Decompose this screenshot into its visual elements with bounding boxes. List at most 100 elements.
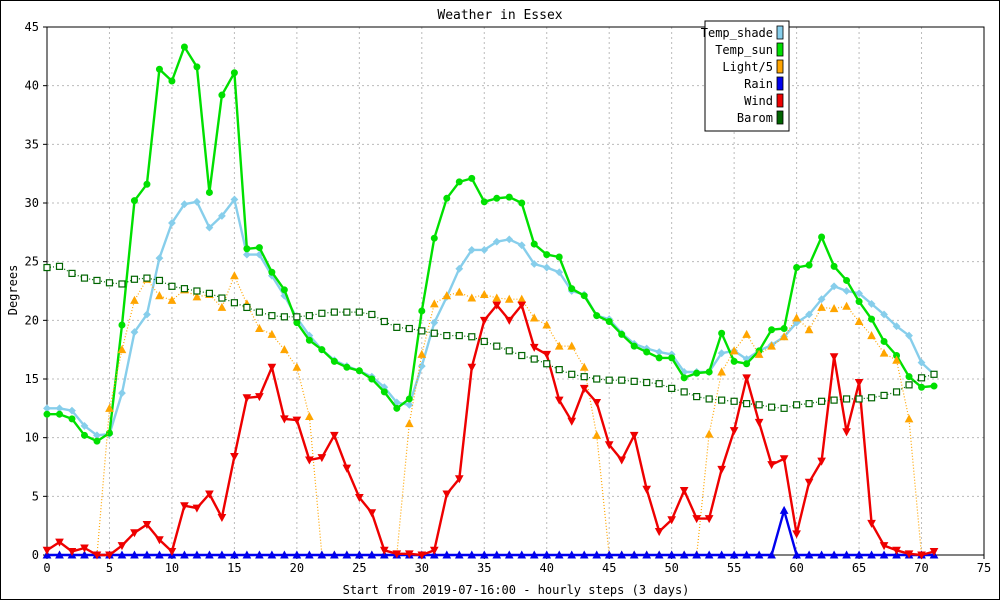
x-tick-label: 15 [227,561,241,575]
temp-sun-point [469,175,475,181]
barom-point [744,401,750,407]
y-tick-label: 25 [25,255,39,269]
barom-point [906,382,912,388]
x-tick-label: 0 [43,561,50,575]
legend: Temp_shadeTemp_sunLight/5RainWindBarom [701,21,789,131]
y-tick-label: 30 [25,196,39,210]
x-tick-label: 55 [727,561,741,575]
temp-sun-point [656,355,662,361]
temp-sun-point [769,327,775,333]
temp-sun-point [819,234,825,240]
temp-sun-point [444,195,450,201]
barom-point [94,277,100,283]
temp-sun-point [206,189,212,195]
temp-sun-point [219,92,225,98]
x-tick-label: 50 [664,561,678,575]
x-tick-label: 65 [852,561,866,575]
temp-sun-point [906,374,912,380]
barom-point [356,309,362,315]
temp-sun-point [406,396,412,402]
barom-point [81,275,87,281]
chart-frame: Weather in Essex Start from 2019-07-16:0… [0,0,1000,600]
barom-point [306,313,312,319]
x-tick-label: 45 [602,561,616,575]
temp-sun-point [581,293,587,299]
temp-sun-point [169,78,175,84]
barom-point [256,309,262,315]
x-tick-label: 10 [165,561,179,575]
x-tick-label: 30 [415,561,429,575]
temp-sun-point [306,337,312,343]
barom-point [894,389,900,395]
temp-sun-point [231,70,237,76]
barom-point [494,343,500,349]
temp-sun-point [56,411,62,417]
temp-sun-point [494,195,500,201]
legend-label-rain: Rain [744,77,773,91]
x-tick-label: 70 [914,561,928,575]
barom-point [769,404,775,410]
legend-label-temp-sun: Temp_sun [715,43,773,57]
y-tick-label: 40 [25,79,39,93]
barom-point [44,265,50,271]
barom-point [544,361,550,367]
legend-label-temp-shade: Temp_shade [701,26,773,40]
temp-sun-point [456,179,462,185]
legend-swatch-temp-sun [777,43,783,56]
barom-point [331,309,337,315]
temp-sun-point [131,198,137,204]
temp-sun-point [81,432,87,438]
temp-sun-point [619,331,625,337]
x-tick-label: 75 [977,561,991,575]
y-tick-label: 15 [25,372,39,386]
x-tick-label: 35 [477,561,491,575]
temp-sun-point [706,369,712,375]
barom-point [856,396,862,402]
barom-point [394,324,400,330]
barom-point [294,314,300,320]
y-tick-label: 10 [25,431,39,445]
weather-chart: Weather in Essex Start from 2019-07-16:0… [1,1,999,599]
y-tick-label: 5 [32,489,39,503]
barom-point [219,295,225,301]
barom-point [606,377,612,383]
temp-sun-point [719,330,725,336]
barom-point [644,380,650,386]
barom-point [844,396,850,402]
barom-point [656,381,662,387]
x-tick-label: 5 [106,561,113,575]
temp-sun-point [869,316,875,322]
temp-sun-point [531,241,537,247]
barom-point [706,396,712,402]
temp-sun-point [69,416,75,422]
y-tick-label: 20 [25,313,39,327]
temp-sun-point [394,405,400,411]
temp-sun-point [606,319,612,325]
temp-sun-point [694,370,700,376]
temp-sun-point [569,286,575,292]
barom-point [806,401,812,407]
temp-sun-point [519,200,525,206]
barom-point [794,402,800,408]
temp-sun-point [594,313,600,319]
temp-sun-point [331,358,337,364]
barom-point [931,371,937,377]
barom-point [519,353,525,359]
temp-sun-point [194,64,200,70]
temp-sun-point [731,358,737,364]
temp-sun-point [319,347,325,353]
y-tick-label: 0 [32,548,39,562]
barom-point [919,375,925,381]
barom-point [831,397,837,403]
barom-point [506,348,512,354]
barom-point [281,314,287,320]
barom-point [319,310,325,316]
temp-sun-point [781,326,787,332]
temp-sun-point [94,438,100,444]
barom-point [181,286,187,292]
barom-point [156,277,162,283]
barom-point [131,276,137,282]
legend-label-wind: Wind [744,94,773,108]
chart-title: Weather in Essex [437,8,562,23]
temp-sun-point [744,361,750,367]
